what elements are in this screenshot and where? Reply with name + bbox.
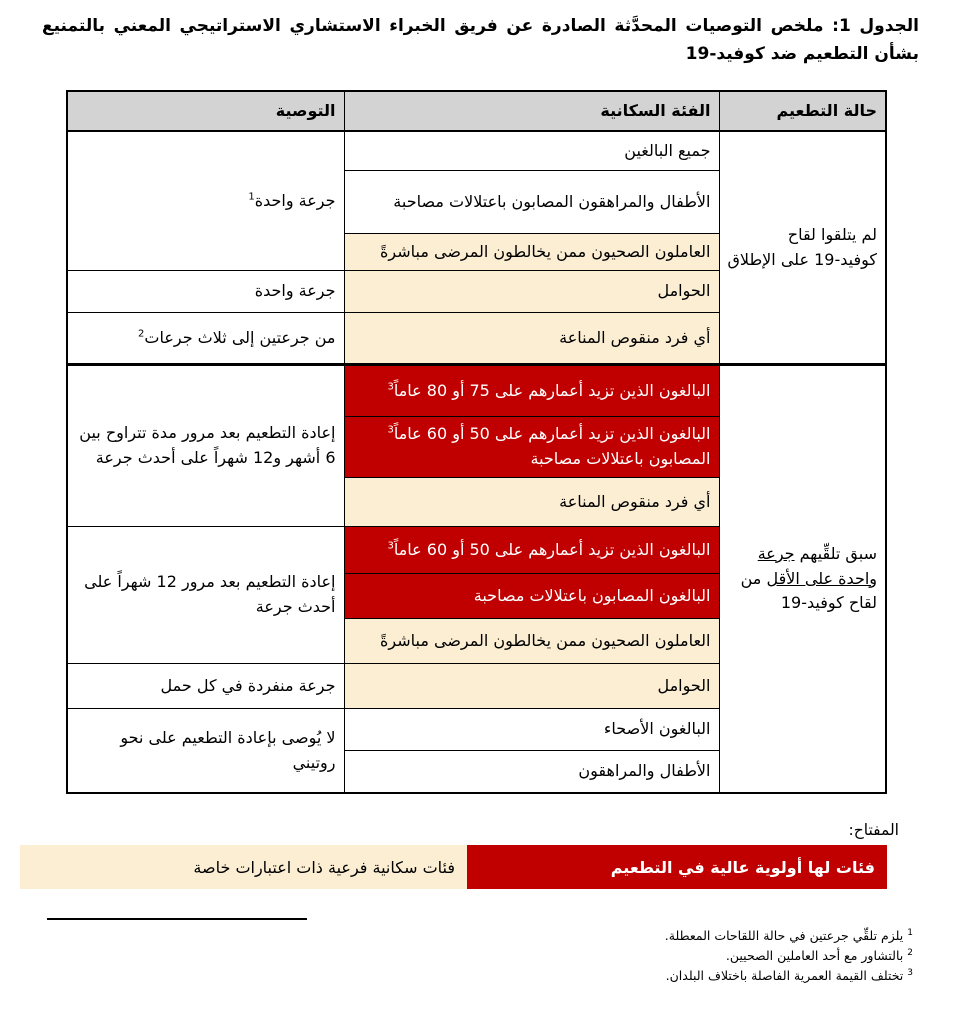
cell-recommendation-revaccination-12-months: إعادة التطعيم بعد مرور 12 شهراً على أحدث… — [66, 526, 345, 665]
cell-recommendation-two-to-three-doses: من جرعتين إلى ثلاث جرعات2 — [66, 312, 345, 366]
table-row: البالغون الذين تزيد أعمارهم على 50 أو 60… — [66, 526, 886, 665]
footnote-number: 2 — [907, 947, 913, 958]
cell-population-adults-over-50-60: البالغون الذين تزيد أعمارهم على 50 أو 60… — [343, 526, 720, 575]
table-row: الأطفال والمراهقون — [67, 750, 886, 794]
recommendations-table: حالة التطعيم الفئة السكانية التوصية لم ي… — [66, 90, 887, 795]
footnote-separator-line — [47, 918, 307, 920]
table-row: أي فرد منقوص المناعة من جرعتين إلى ثلاث … — [66, 312, 886, 366]
table-row: البالغون الذين تزيد أعمارهم على 50 أو 60… — [67, 416, 886, 479]
footnote-ref-3: 3 — [387, 424, 394, 436]
key-label: المفتاح: — [848, 821, 899, 840]
cell-population-children-adolescents: الأطفال والمراهقون — [343, 750, 720, 794]
status-never-text: لم يتلقوا لقاح كوفيد-19 على الإطلاق — [727, 224, 877, 269]
table-row: العاملون الصحيون ممن يخالطون المرضى مباش… — [67, 618, 886, 665]
cell-population-adults-over-50-60-comorbid: البالغون الذين تزيد أعمارهم على 50 أو 60… — [343, 416, 720, 479]
cell-recommendation-one-dose: جرعة واحدة1 — [66, 130, 345, 272]
document-title: الجدول 1: ملخص التوصيات المحدَّثة الصادر… — [42, 16, 919, 64]
underlined-phrase: جرعة واحدة على الأقل — [757, 543, 877, 588]
header-cell-recommendation: التوصية — [66, 90, 345, 133]
table-row: الحوامل جرعة واحدة — [66, 270, 886, 314]
footnote-ref-1: 1 — [248, 191, 255, 203]
cell-status-previously-vaccinated: سبق تلقِّيهم جرعة واحدة على الأقل من لقا… — [718, 363, 887, 794]
key-legend-table: فئات لها أولوية عالية في التطعيم فئات سك… — [20, 845, 887, 890]
table-row: أي فرد منقوص المناعة — [67, 477, 886, 528]
cell-recommendation-single-dose-each-pregnancy: جرعة منفردة في كل حمل — [66, 663, 345, 710]
table-row: سبق تلقِّيهم جرعة واحدة على الأقل من لقا… — [66, 363, 887, 794]
cell-population-immunocompromised: أي فرد منقوص المناعة — [343, 477, 720, 528]
cell-recommendation-no-routine-revaccination: لا يُوصى بإعادة التطعيم على نحو روتيني — [66, 708, 345, 794]
cell-recommendation-revaccination-6-12-months: إعادة التطعيم بعد مرور مدة تتراوح بين 6 … — [66, 363, 345, 528]
table-row: البالغون المصابون باعتلالات مصاحبة — [67, 573, 886, 620]
cell-population-healthy-adults: البالغون الأصحاء — [343, 708, 720, 752]
cell-population-health-workers: العاملون الصحيون ممن يخالطون المرضى مباش… — [343, 618, 720, 665]
footnote-3: 3 تختلف القيمة العمرية الفاصلة باختلاف ا… — [665, 967, 913, 983]
key-row: فئات لها أولوية عالية في التطعيم فئات سك… — [20, 845, 887, 890]
footnote-1: 1 يلزم تلقِّي جرعتين في حالة اللقاحات ال… — [664, 927, 913, 943]
table-row: لم يتلقوا لقاح كوفيد-19 على الإطلاق جميع… — [66, 130, 887, 366]
key-high-priority-box: فئات لها أولوية عالية في التطعيم — [467, 845, 887, 890]
cell-population-immunocompromised: أي فرد منقوص المناعة — [343, 312, 720, 366]
cell-population-health-workers: العاملون الصحيون ممن يخالطون المرضى مباش… — [343, 233, 720, 272]
table-header-row: حالة التطعيم الفئة السكانية التوصية — [66, 90, 887, 133]
footnote-ref-2: 2 — [138, 328, 145, 340]
footnote-ref-3: 3 — [387, 540, 394, 552]
document-page: الجدول 1: ملخص التوصيات المحدَّثة الصادر… — [20, 16, 919, 890]
footnote-2: 2 بالتشاور مع أحد العاملين الصحيين. — [725, 947, 913, 963]
table-row: البالغون الأصحاء لا يُوصى بإعادة التطعيم… — [66, 708, 886, 794]
footnotes: 1 يلزم تلقِّي جرعتين في حالة اللقاحات ال… — [665, 926, 913, 986]
header-cell-vaccination-status: حالة التطعيم — [718, 90, 887, 133]
cell-status-never-vaccinated: لم يتلقوا لقاح كوفيد-19 على الإطلاق — [718, 130, 887, 366]
footnote-ref-3: 3 — [387, 381, 394, 393]
header-cell-population-category: الفئة السكانية — [343, 90, 720, 133]
table-row: الأطفال والمراهقون المصابون باعتلالات مص… — [67, 170, 886, 235]
cell-population-adults-over-75-80: البالغون الذين تزيد أعمارهم على 75 أو 80… — [343, 363, 720, 418]
cell-population-pregnant: الحوامل — [343, 270, 720, 314]
key-special-considerations-box: فئات سكانية فرعية ذات اعتبارات خاصة — [20, 845, 467, 890]
cell-recommendation-one-dose-pregnant: جرعة واحدة — [66, 270, 345, 314]
table-row: الحوامل جرعة منفردة في كل حمل — [66, 663, 886, 710]
footnote-number: 1 — [907, 927, 913, 938]
footnote-number: 3 — [907, 967, 913, 978]
cell-population-all-adults: جميع البالغين — [343, 130, 720, 172]
cell-population-pregnant: الحوامل — [343, 663, 720, 710]
cell-population-adults-comorbid: البالغون المصابون باعتلالات مصاحبة — [343, 573, 720, 620]
cell-population-children-comorbid: الأطفال والمراهقون المصابون باعتلالات مص… — [343, 170, 720, 235]
